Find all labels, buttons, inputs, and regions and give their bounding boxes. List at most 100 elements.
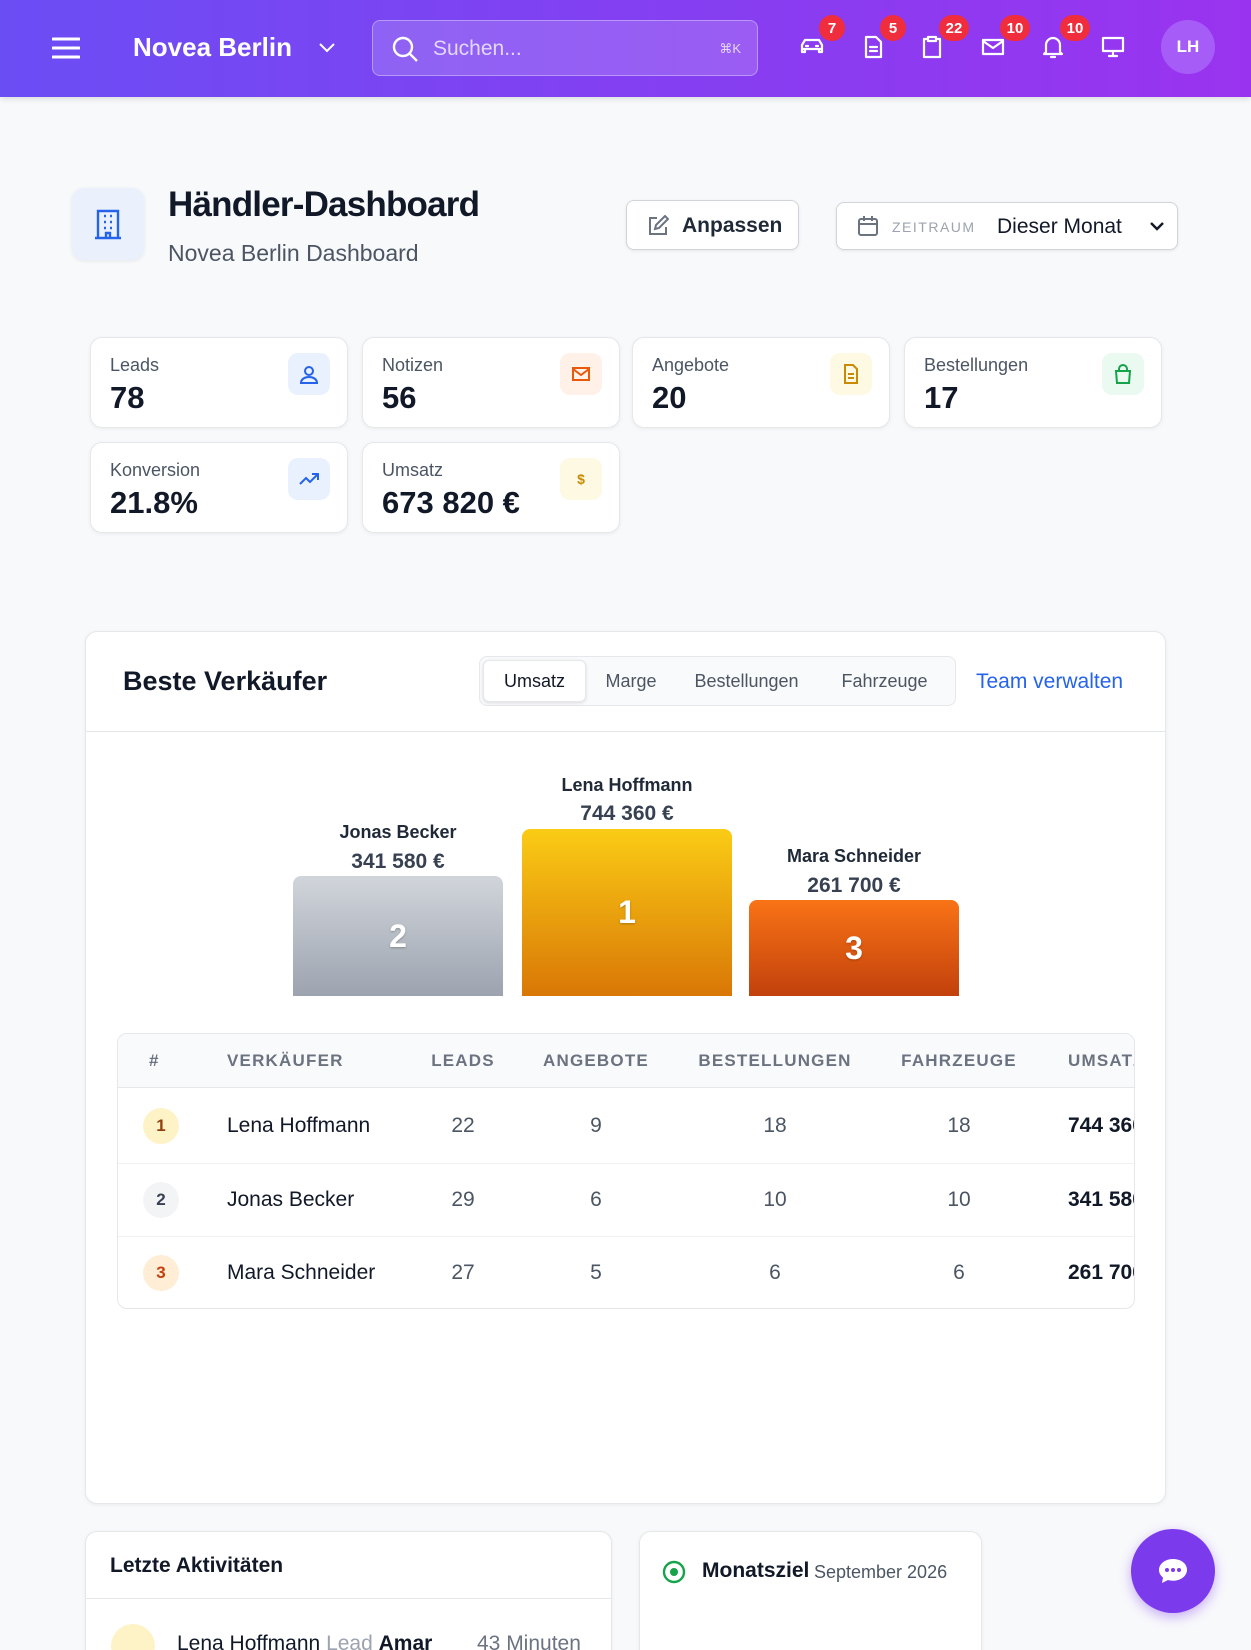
column-header: VERKÄUFER bbox=[227, 1051, 344, 1070]
dashboard-icon bbox=[72, 188, 144, 260]
podium-name: Jonas Becker bbox=[339, 822, 457, 842]
table-header bbox=[118, 1034, 1134, 1088]
table-cell: 22 bbox=[451, 1114, 475, 1137]
activity-subject: Amar bbox=[378, 1632, 433, 1650]
kpi-value: 78 bbox=[110, 380, 145, 415]
kpi-value: 17 bbox=[924, 380, 959, 415]
notification-badge: 5 bbox=[880, 15, 906, 41]
tab[interactable]: Bestellungen bbox=[694, 670, 799, 691]
rank-badge: 2 bbox=[143, 1181, 179, 1218]
goal-icon bbox=[662, 1560, 686, 1584]
notification-badge: 10 bbox=[1060, 15, 1090, 41]
podium-amount: 744 360 € bbox=[580, 802, 674, 825]
top-sellers-card: Beste Verkäufer Umsatz Marge Bestellungen F… bbox=[85, 631, 1166, 1504]
table-cell: 9 bbox=[590, 1114, 602, 1137]
activity-time: 43 Minuten bbox=[477, 1632, 581, 1650]
table-cell: 341 580 € bbox=[1068, 1187, 1134, 1211]
chat-button[interactable] bbox=[1131, 1529, 1215, 1613]
divider bbox=[86, 731, 1165, 732]
header-icon[interactable] bbox=[1040, 34, 1066, 60]
notification-badge: 7 bbox=[819, 15, 845, 41]
avatar[interactable]: LH bbox=[1161, 20, 1215, 74]
table-cell: Jonas Becker bbox=[227, 1187, 355, 1211]
period-select[interactable]: ZEITRAUM Dieser Monat bbox=[836, 202, 1178, 250]
table-cell: 10 bbox=[763, 1187, 787, 1211]
table-cell: 6 bbox=[953, 1261, 965, 1284]
divider bbox=[86, 1598, 611, 1599]
tab[interactable]: Fahrzeuge bbox=[841, 670, 928, 691]
activity-text[interactable]: Lena Hoffmann Lead Amar bbox=[177, 1632, 432, 1650]
kpi-label: Konversion bbox=[110, 460, 201, 480]
period-label: ZEITRAUM bbox=[892, 219, 976, 235]
kpi-card[interactable]: Bestellungen 17 bbox=[904, 337, 1162, 428]
kpi-value: 56 bbox=[382, 380, 417, 415]
notification-badge: 10 bbox=[1000, 15, 1030, 41]
kpi-label: Umsatz bbox=[382, 460, 444, 480]
menu-button[interactable] bbox=[52, 36, 80, 60]
kpi-card[interactable]: Leads 78 bbox=[90, 337, 348, 428]
tab[interactable]: Umsatz bbox=[483, 660, 586, 702]
kpi-icon bbox=[560, 353, 602, 395]
activities-card: Letzte Aktivitäten Lena Hoffmann Lead Am… bbox=[85, 1531, 612, 1650]
goal-period: September 2026 bbox=[814, 1562, 948, 1582]
column-header: ANGEBOTE bbox=[543, 1051, 649, 1070]
table-cell: 261 700 € bbox=[1068, 1261, 1134, 1284]
kpi-icon bbox=[288, 353, 330, 395]
team-link[interactable]: Team verwalten bbox=[976, 670, 1124, 693]
shortcut: ⌘K bbox=[719, 41, 741, 56]
table-cell: 10 bbox=[947, 1187, 971, 1211]
kpi-value: 21.8% bbox=[110, 485, 198, 520]
column-header: FAHRZEUGE bbox=[901, 1051, 1017, 1070]
brand[interactable]: Novea Berlin bbox=[133, 32, 292, 62]
table-cell: 18 bbox=[947, 1114, 971, 1137]
podium-bar: 1 bbox=[522, 829, 732, 996]
header-icon[interactable] bbox=[1100, 34, 1126, 60]
header-icon[interactable] bbox=[919, 34, 945, 60]
kpi-card[interactable]: Konversion 21.8% bbox=[90, 442, 348, 533]
kpi-value: 673 820 € bbox=[382, 485, 520, 520]
search-box[interactable]: Suchen... ⌘K bbox=[372, 20, 758, 76]
kpi-card[interactable]: Angebote 20 bbox=[632, 337, 890, 428]
kpi-label: Notizen bbox=[382, 355, 444, 375]
header-icon[interactable] bbox=[799, 34, 825, 60]
row-divider bbox=[118, 1162, 1134, 1164]
customize-button[interactable]: Anpassen bbox=[626, 200, 799, 250]
table-cell: Mara Schneider bbox=[227, 1261, 376, 1284]
header-icon[interactable] bbox=[860, 34, 886, 60]
notification-badge: 22 bbox=[939, 15, 969, 41]
table-cell: 5 bbox=[590, 1261, 602, 1284]
search-icon bbox=[392, 36, 418, 62]
column-header: # bbox=[149, 1051, 160, 1070]
tab-group: Umsatz Marge Bestellungen Fahrzeuge bbox=[479, 656, 956, 706]
goal-card: Monatsziel September 2026 bbox=[639, 1531, 982, 1650]
row-divider bbox=[118, 1236, 1134, 1237]
tab[interactable]: Marge bbox=[605, 670, 657, 691]
rank-badge: 1 bbox=[143, 1108, 179, 1144]
kpi-value: 20 bbox=[652, 380, 687, 415]
kpi-icon bbox=[830, 353, 872, 395]
kpi-card[interactable]: Notizen 56 bbox=[362, 337, 620, 428]
table-cell: 744 360 € bbox=[1068, 1114, 1134, 1137]
table-cell: 18 bbox=[763, 1114, 787, 1137]
kpi-icon: $ bbox=[560, 458, 602, 500]
search-placeholder: Suchen... bbox=[433, 37, 522, 60]
podium-name: Lena Hoffmann bbox=[561, 775, 693, 795]
sellers-table: # VERKÄUFER LEADS ANGEBOTE BESTELLUNGEN FAHRZ… bbox=[117, 1033, 1135, 1309]
page-subtitle: Novea Berlin Dashboard bbox=[168, 240, 419, 266]
card-title: Letzte Aktivitäten bbox=[110, 1554, 284, 1577]
table-cell: 6 bbox=[590, 1187, 602, 1211]
podium-name: Mara Schneider bbox=[786, 846, 922, 866]
kpi-icon bbox=[1102, 353, 1144, 395]
brand-chevron[interactable] bbox=[318, 42, 336, 54]
column-header: LEADS bbox=[431, 1051, 495, 1070]
activity-type: Lead bbox=[326, 1632, 373, 1650]
kpi-label: Angebote bbox=[652, 355, 730, 375]
column-header: UMSATZ bbox=[1068, 1051, 1134, 1070]
table-cell: 27 bbox=[451, 1261, 475, 1284]
activity-avatar bbox=[111, 1624, 155, 1650]
header-icon[interactable] bbox=[980, 34, 1006, 60]
kpi-card[interactable]: Umsatz 673 820 € $ bbox=[362, 442, 620, 533]
kpi-icon bbox=[288, 458, 330, 500]
podium-amount: 261 700 € bbox=[807, 874, 901, 897]
